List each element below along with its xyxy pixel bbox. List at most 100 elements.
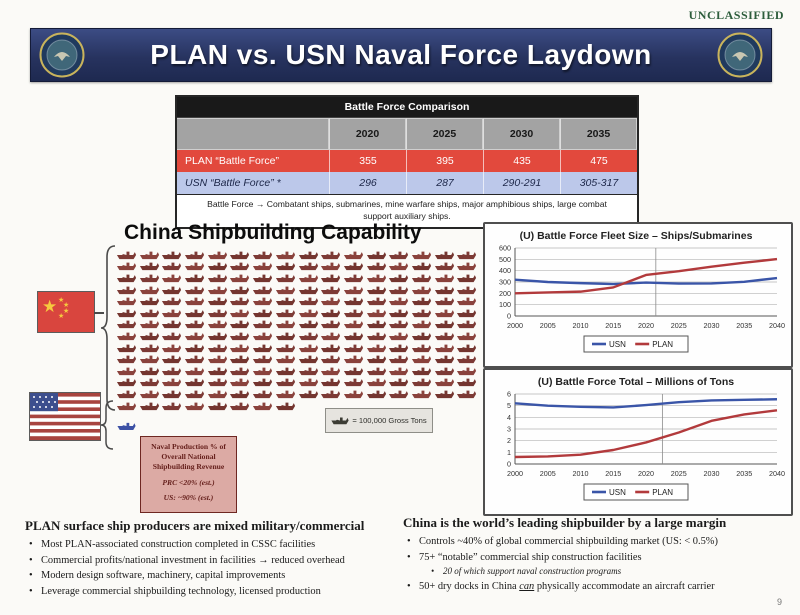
ship-icon xyxy=(275,401,296,411)
ship-icon xyxy=(229,296,250,306)
ship-icon xyxy=(161,343,182,353)
ship-icon xyxy=(139,354,160,364)
ship-icon xyxy=(207,308,228,318)
ship-icon xyxy=(343,319,364,329)
ship-icon xyxy=(275,273,296,283)
ship-icon xyxy=(116,389,137,399)
table-row-label: USN “Battle Force” * xyxy=(177,172,329,194)
ship-icon xyxy=(434,296,455,306)
ship-icon xyxy=(388,377,409,387)
bottom-right-bullets: Controls ~40% of global commercial shipb… xyxy=(403,534,795,594)
ship-icon xyxy=(434,366,455,376)
ship-icon xyxy=(343,273,364,283)
ship-icon xyxy=(161,331,182,341)
ship-icon xyxy=(207,261,228,271)
slide-title-bar: PLAN vs. USN Naval Force Laydown xyxy=(30,28,772,82)
ship-icon xyxy=(320,308,341,318)
ship-icon xyxy=(320,366,341,376)
svg-text:(U) Battle Force Total – Milli: (U) Battle Force Total – Millions of Ton… xyxy=(538,376,734,388)
ship-icon xyxy=(116,285,137,295)
svg-text:2010: 2010 xyxy=(573,469,589,478)
china-flag: ★ ★ ★ ★ ★ xyxy=(38,292,94,332)
table-row-label: PLAN “Battle Force” xyxy=(177,150,329,172)
ship-icon xyxy=(298,285,319,295)
ship-icon xyxy=(252,285,273,295)
ship-icon xyxy=(139,331,160,341)
ship-icon xyxy=(207,377,228,387)
ship-icon xyxy=(139,250,160,260)
ship-row xyxy=(116,295,482,307)
ship-icon xyxy=(275,366,296,376)
china-ship-grid xyxy=(116,249,482,411)
ship-icon xyxy=(275,343,296,353)
ship-icon xyxy=(207,389,228,399)
ship-icon xyxy=(252,273,273,283)
ship-icon xyxy=(139,343,160,353)
ship-icon xyxy=(388,308,409,318)
emphasized-word: can xyxy=(519,580,535,592)
svg-text:(U) Battle Force Fleet Size –: (U) Battle Force Fleet Size – Ships/Subm… xyxy=(520,230,753,242)
ship-icon xyxy=(388,331,409,341)
us-brace xyxy=(101,400,114,450)
oni-seal-left-icon xyxy=(39,32,85,78)
ship-icon xyxy=(320,389,341,399)
ship-icon xyxy=(184,308,205,318)
ship-icon xyxy=(366,273,387,283)
ship-icon xyxy=(229,343,250,353)
ship-icon xyxy=(252,354,273,364)
bottom-left-heading: PLAN surface ship producers are mixed mi… xyxy=(25,518,365,533)
bullet-item: 50+ dry docks in China can physically ac… xyxy=(403,579,795,595)
bullet-item: Modern design software, machinery, capit… xyxy=(25,568,403,584)
ship-icon xyxy=(184,273,205,283)
ship-icon xyxy=(252,401,273,411)
bullet-item: 75+ “notable” commercial ship constructi… xyxy=(403,550,795,566)
bottom-left-section: PLAN surface ship producers are mixed mi… xyxy=(25,518,403,599)
ship-icon xyxy=(343,389,364,399)
ship-icon xyxy=(229,308,250,318)
ship-icon xyxy=(456,296,477,306)
ship-icon xyxy=(366,366,387,376)
ship-icon xyxy=(366,389,387,399)
us-flag-stars xyxy=(33,396,56,408)
legend-ship-icon xyxy=(331,416,349,425)
table-cell: 2030 xyxy=(483,118,560,150)
svg-text:2005: 2005 xyxy=(540,469,556,478)
ship-icon xyxy=(298,261,319,271)
ship-icon xyxy=(184,401,205,411)
ship-icon xyxy=(184,296,205,306)
svg-text:2035: 2035 xyxy=(736,469,752,478)
bottom-right-heading: China is the world’s leading shipbuilder… xyxy=(403,515,727,530)
ship-icon xyxy=(411,366,432,376)
svg-text:2030: 2030 xyxy=(704,469,720,478)
ship-icon xyxy=(161,285,182,295)
ship-icon xyxy=(116,273,137,283)
svg-text:2: 2 xyxy=(507,436,511,445)
ship-icon xyxy=(320,319,341,329)
svg-text:600: 600 xyxy=(499,244,511,253)
ship-icon xyxy=(161,389,182,399)
ship-icon xyxy=(434,389,455,399)
ship-icon xyxy=(229,261,250,271)
ship-icon xyxy=(207,354,228,364)
ship-row xyxy=(116,330,482,342)
ship-icon xyxy=(366,354,387,364)
ship-icon xyxy=(411,273,432,283)
ship-icon xyxy=(252,366,273,376)
ship-icon xyxy=(117,421,136,431)
svg-text:1: 1 xyxy=(507,448,511,457)
ship-icon xyxy=(252,331,273,341)
ship-icon xyxy=(343,250,364,260)
ship-icon xyxy=(116,308,137,318)
svg-text:PLAN: PLAN xyxy=(652,488,673,497)
ship-icon xyxy=(207,319,228,329)
table-cell: 355 xyxy=(329,150,406,172)
ship-icon xyxy=(275,296,296,306)
ship-icon xyxy=(116,261,137,271)
bullet-item: Commercial profits/national investment i… xyxy=(25,553,403,569)
battle-force-comparison-table: Battle Force Comparison 2020 2025 2030 2035… xyxy=(175,95,639,230)
svg-text:2000: 2000 xyxy=(507,321,523,330)
ship-icon xyxy=(456,343,477,353)
ship-icon xyxy=(298,319,319,329)
svg-text:100: 100 xyxy=(499,300,511,309)
ship-icon xyxy=(434,354,455,364)
